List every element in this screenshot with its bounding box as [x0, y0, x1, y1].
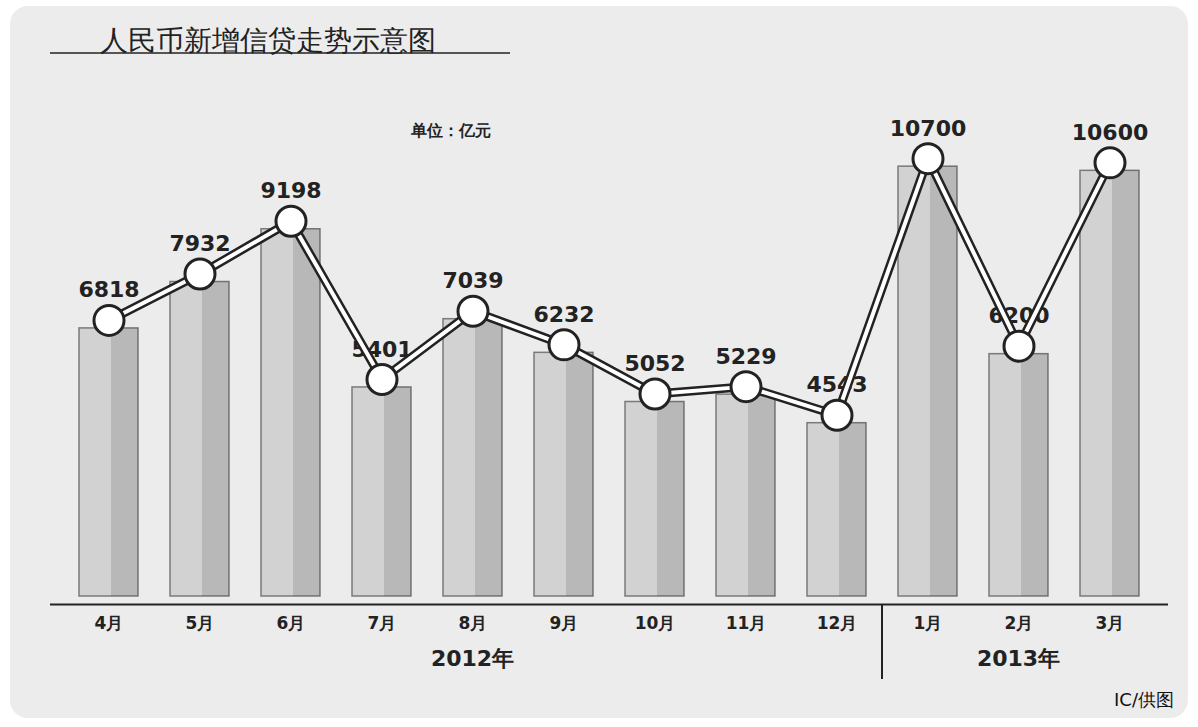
svg-text:6232: 6232: [533, 302, 594, 327]
svg-text:2月: 2月: [1005, 613, 1034, 633]
svg-text:10月: 10月: [635, 613, 676, 633]
html-text:IC/供图: IC/供图: [1114, 689, 1174, 710]
svg-text:2013年: 2013年: [977, 646, 1060, 671]
svg-text:10700: 10700: [890, 116, 967, 141]
svg-text:1月: 1月: [914, 613, 943, 633]
svg-text:4543: 4543: [806, 372, 867, 397]
svg-text:7932: 7932: [169, 231, 230, 256]
svg-text:5229: 5229: [715, 344, 776, 369]
svg-text:4月: 4月: [95, 613, 124, 633]
svg-text:2012年: 2012年: [431, 646, 514, 671]
svg-text:单位：亿元: 单位：亿元: [410, 121, 491, 140]
svg-text:10600: 10600: [1072, 120, 1149, 145]
svg-text:6200: 6200: [988, 303, 1050, 329]
svg-text:9198: 9198: [260, 178, 321, 203]
svg-text:9月: 9月: [550, 613, 579, 633]
svg-text:7月: 7月: [368, 613, 397, 633]
svg-text:5401: 5401: [351, 336, 413, 362]
svg-text:6月: 6月: [277, 613, 306, 633]
svg-text:7039: 7039: [442, 268, 503, 293]
svg-text:5052: 5052: [624, 351, 685, 376]
svg-text:6818: 6818: [78, 277, 139, 302]
svg-text:8月: 8月: [459, 613, 488, 633]
html-text:人民币新增信贷走势示意图: 人民币新增信贷走势示意图: [100, 24, 436, 57]
svg-text:12月: 12月: [817, 613, 858, 633]
svg-text:5月: 5月: [186, 613, 215, 633]
svg-text:11月: 11月: [726, 613, 767, 633]
svg-text:3月: 3月: [1096, 613, 1125, 633]
